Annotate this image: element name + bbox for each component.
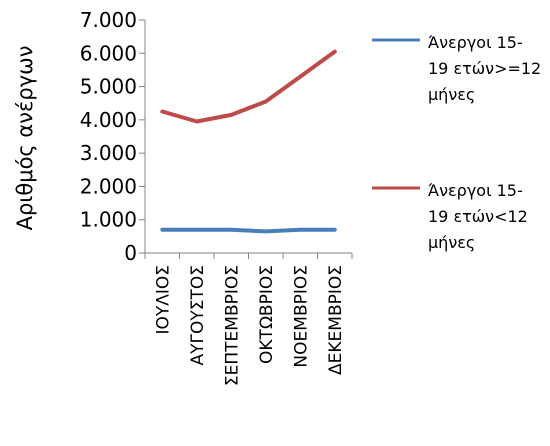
- y-tick-label: 4.000: [80, 108, 137, 132]
- y-tick-label: 6.000: [80, 41, 137, 65]
- x-category-label: ΔΕΚΕΜΒΡΙΟΣ: [326, 265, 346, 375]
- y-tick-label: 7.000: [80, 8, 137, 32]
- legend-item-1: Άνεργοι 15- 19 ετών>=12 μήνες: [372, 33, 541, 104]
- x-category-label: ΙΟΥΛΙΟΣ: [153, 265, 173, 335]
- legend-label: μήνες: [428, 233, 475, 252]
- plot-area: [160, 49, 337, 234]
- y-tick-label: 1.000: [80, 208, 137, 232]
- x-category-label: ΟΚΤΩΒΡΙΟΣ: [257, 265, 277, 364]
- y-axis-title: Αριθμός ανέργων: [13, 46, 37, 231]
- legend-label: 19 ετών>=12: [428, 59, 541, 78]
- legend-item-2: Άνεργοι 15- 19 ετών<12 μήνες: [372, 181, 528, 252]
- x-category-label: ΑΥΓΟΥΣΤΟΣ: [188, 265, 208, 366]
- legend-label: Άνεργοι 15-: [428, 181, 523, 200]
- legend-label: 19 ετών<12: [428, 207, 528, 226]
- y-tick-label: 5.000: [80, 75, 137, 99]
- legend-label: μήνες: [428, 85, 475, 104]
- series-line-1: [160, 227, 337, 234]
- y-axis: 0 1.000 2.000 3.000 4.000 5.000 6.000 7.000: [80, 8, 146, 265]
- x-category-label: ΝΟΕΜΒΡΙΟΣ: [291, 265, 311, 368]
- y-tick-label: 0: [124, 241, 137, 265]
- legend: Άνεργοι 15- 19 ετών>=12 μήνες Άνεργοι 15- 19…: [372, 33, 541, 252]
- series-line-2: [160, 49, 337, 124]
- y-tick-label: 2.000: [80, 174, 137, 198]
- legend-label: Άνεργοι 15-: [428, 33, 523, 52]
- x-axis: ΙΟΥΛΙΟΣ ΑΥΓΟΥΣΤΟΣ ΣΕΠΤΕΜΒΡΙΟΣ ΟΚΤΩΒΡΙΟΣ ΝΟΕΜ…: [144, 252, 353, 386]
- x-category-label: ΣΕΠΤΕΜΒΡΙΟΣ: [222, 265, 242, 386]
- y-tick-label: 3.000: [80, 141, 137, 165]
